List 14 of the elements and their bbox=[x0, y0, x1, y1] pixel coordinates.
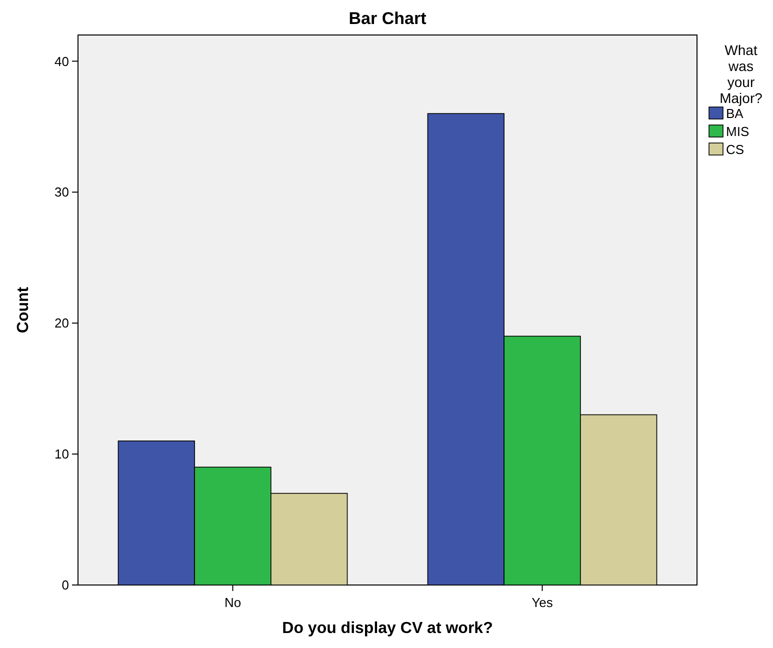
y-tick-label: 40 bbox=[54, 54, 69, 69]
x-tick-label: Yes bbox=[532, 595, 554, 610]
chart-title: Bar Chart bbox=[348, 9, 427, 28]
y-tick-label: 30 bbox=[54, 184, 69, 200]
y-tick-label: 0 bbox=[62, 578, 69, 593]
legend-title: What was your Major? bbox=[720, 42, 763, 106]
y-tick-label: 10 bbox=[54, 446, 69, 462]
legend-label: CS bbox=[726, 142, 744, 157]
y-tick-label: 20 bbox=[54, 316, 69, 331]
y-axis-title: Count bbox=[15, 286, 32, 334]
legend-label: BA bbox=[726, 106, 744, 121]
x-tick-label: No bbox=[224, 595, 242, 610]
legend-label: MIS bbox=[726, 124, 750, 139]
x-axis-title: Do you display CV at work? bbox=[282, 620, 493, 637]
